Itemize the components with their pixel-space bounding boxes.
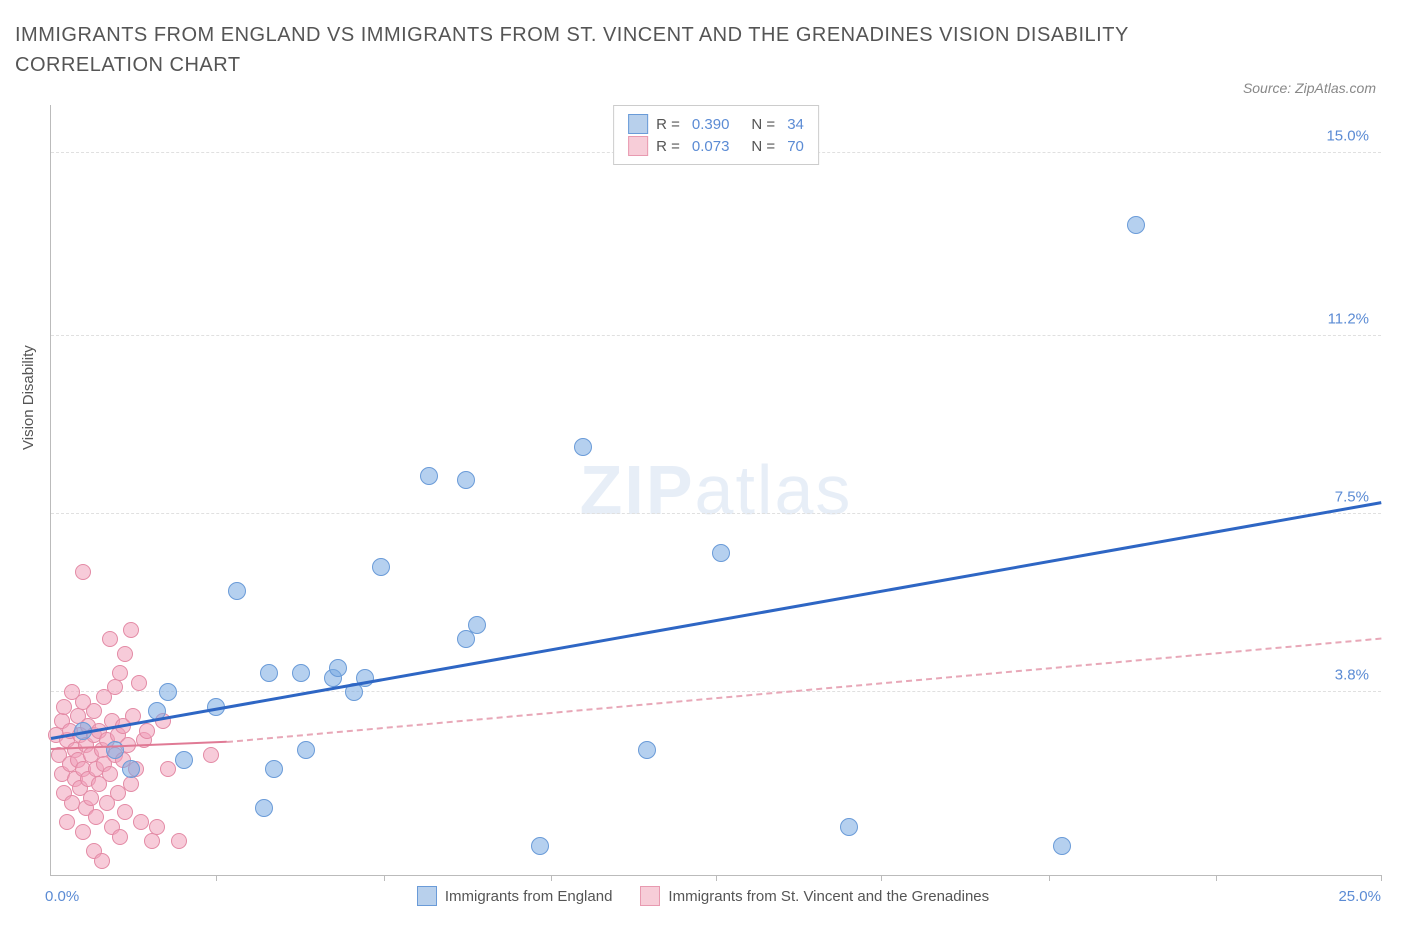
data-point [133, 814, 149, 830]
y-tick-label: 15.0% [1326, 128, 1369, 145]
data-point [83, 790, 99, 806]
data-point [260, 664, 278, 682]
legend-item: Immigrants from England [417, 886, 613, 906]
data-point [265, 760, 283, 778]
x-tick [384, 875, 385, 881]
data-point [175, 751, 193, 769]
data-point [203, 747, 219, 763]
data-point [75, 824, 91, 840]
data-point [420, 467, 438, 485]
legend-stats: R = 0.390 N = 34 R = 0.073 N = 70 [613, 105, 819, 165]
data-point [106, 741, 124, 759]
data-point [1127, 216, 1145, 234]
x-tick [716, 875, 717, 881]
legend-label: Immigrants from St. Vincent and the Gren… [668, 888, 989, 905]
data-point [297, 741, 315, 759]
legend-stat-row: R = 0.073 N = 70 [628, 136, 804, 156]
x-tick [881, 875, 882, 881]
trend-line [226, 637, 1381, 742]
y-tick-label: 7.5% [1335, 489, 1369, 506]
legend-r-label: R = [656, 116, 680, 133]
data-point [102, 631, 118, 647]
data-point [531, 837, 549, 855]
data-point [144, 833, 160, 849]
legend-label: Immigrants from England [445, 888, 613, 905]
data-point [102, 766, 118, 782]
legend-swatch [417, 886, 437, 906]
data-point [457, 471, 475, 489]
data-point [112, 829, 128, 845]
data-point [112, 665, 128, 681]
data-point [372, 558, 390, 576]
x-tick [1049, 875, 1050, 881]
data-point [840, 818, 858, 836]
chart-plot-area: ZIPatlas R = 0.390 N = 34 R = 0.073 N = 70 3.8%… [50, 105, 1381, 876]
gridline [51, 691, 1381, 692]
gridline [51, 335, 1381, 336]
data-point [255, 799, 273, 817]
data-point [160, 761, 176, 777]
gridline [51, 513, 1381, 514]
data-point [638, 741, 656, 759]
data-point [59, 814, 75, 830]
y-axis-label: Vision Disability [20, 345, 37, 450]
data-point [117, 646, 133, 662]
legend-n-value: 70 [787, 138, 804, 155]
legend-item: Immigrants from St. Vincent and the Gren… [640, 886, 989, 906]
data-point [131, 675, 147, 691]
legend-n-value: 34 [787, 116, 804, 133]
x-tick [551, 875, 552, 881]
data-point [159, 683, 177, 701]
y-tick-label: 3.8% [1335, 667, 1369, 684]
data-point [88, 809, 104, 825]
data-point [468, 616, 486, 634]
y-tick-label: 11.2% [1328, 311, 1369, 328]
trend-line [51, 501, 1382, 740]
x-tick [1216, 875, 1217, 881]
data-point [86, 703, 102, 719]
legend-series: Immigrants from England Immigrants from S… [0, 886, 1406, 910]
data-point [107, 679, 123, 695]
data-point [171, 833, 187, 849]
data-point [1053, 837, 1071, 855]
legend-r-value: 0.390 [692, 116, 730, 133]
data-point [574, 438, 592, 456]
data-point [122, 760, 140, 778]
legend-r-label: R = [656, 138, 680, 155]
data-point [712, 544, 730, 562]
data-point [228, 582, 246, 600]
data-point [329, 659, 347, 677]
legend-n-label: N = [751, 138, 775, 155]
data-point [149, 819, 165, 835]
data-point [123, 622, 139, 638]
x-tick [216, 875, 217, 881]
legend-n-label: N = [751, 116, 775, 133]
chart-source: Source: ZipAtlas.com [1243, 80, 1376, 96]
legend-stat-row: R = 0.390 N = 34 [628, 114, 804, 134]
data-point [117, 804, 133, 820]
chart-title: IMMIGRANTS FROM ENGLAND VS IMMIGRANTS FR… [15, 20, 1206, 80]
data-point [94, 853, 110, 869]
data-point [139, 723, 155, 739]
legend-swatch [640, 886, 660, 906]
data-point [75, 564, 91, 580]
watermark: ZIPatlas [580, 450, 853, 530]
legend-swatch [628, 114, 648, 134]
data-point [292, 664, 310, 682]
legend-r-value: 0.073 [692, 138, 730, 155]
x-tick [1381, 875, 1382, 881]
legend-swatch [628, 136, 648, 156]
